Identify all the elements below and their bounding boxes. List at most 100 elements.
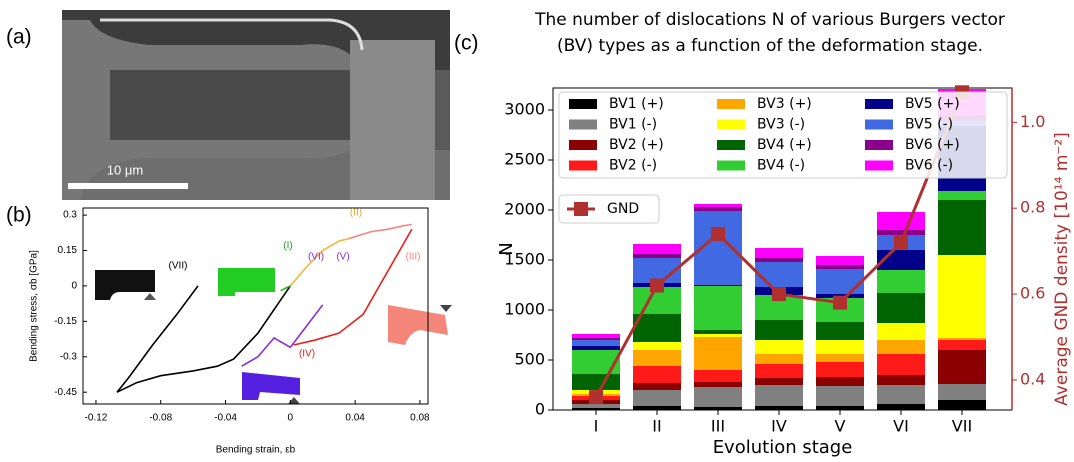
sample-icons (95, 268, 452, 404)
bar-segment (816, 256, 864, 265)
bar-segment (755, 258, 803, 262)
legend-swatch (717, 160, 745, 171)
bar-segment (938, 340, 986, 350)
bar-segment (694, 337, 742, 370)
bar-segment (755, 354, 803, 364)
bar-segment (694, 382, 742, 387)
legend-swatch (717, 140, 745, 150)
annotation: (V) (336, 252, 349, 263)
image-pillar (350, 40, 435, 200)
annotation: (VII) (169, 261, 188, 272)
x-axis-label: Bending strain, εb (216, 445, 296, 456)
y-tick-label: 2500 (504, 150, 545, 169)
bar-segment (572, 338, 620, 340)
bar-segment (816, 377, 864, 386)
y2-tick-label: 0.4 (1020, 369, 1045, 388)
x-tick-label: IV (771, 417, 787, 436)
bar-segment (877, 354, 925, 375)
legend-label: BV5 (-) (905, 117, 953, 133)
bar-segment (938, 200, 986, 255)
x-tick-label: 0.08 (410, 413, 430, 424)
bar-segment (694, 407, 742, 410)
legend-swatch (717, 99, 745, 109)
bar-segment (633, 314, 681, 342)
bar-segment (694, 387, 742, 407)
bar-segment (694, 204, 742, 207)
y-tick-label: 2000 (504, 200, 545, 219)
bar-segment (877, 404, 925, 410)
bar-segment (694, 207, 742, 211)
gnd-marker (833, 295, 847, 310)
legend-label: BV1 (+) (609, 96, 664, 112)
bar-segment (938, 255, 986, 338)
bar-segment (633, 244, 681, 254)
legend-swatch (569, 119, 597, 130)
annotation: (I) (283, 241, 292, 252)
legend-label: BV2 (-) (609, 158, 657, 174)
curve (116, 285, 291, 393)
icon-arrow (288, 397, 300, 404)
y-axis-label: Bending stress, σb [GPa] (29, 250, 40, 362)
bar-segment (572, 374, 620, 390)
gnd-marker (711, 226, 725, 241)
bar-segment (755, 385, 803, 406)
x-tick-label: -0.04 (214, 413, 237, 424)
legend-label: BV3 (+) (757, 96, 812, 112)
bar-segment (572, 404, 620, 408)
sem-image: 10 μm (62, 10, 450, 200)
x-tick-label: 0.04 (345, 413, 365, 424)
legend-label: BV2 (+) (609, 137, 664, 153)
curve (241, 304, 324, 367)
curve (280, 285, 291, 292)
image-beam (110, 70, 360, 140)
bar-segment (877, 323, 925, 340)
x-tick-label: III (711, 417, 725, 436)
legend-swatch (569, 160, 597, 171)
bar-segment (572, 340, 620, 346)
bar-segment (816, 265, 864, 269)
legend-label: BV1 (-) (609, 117, 657, 133)
legend-label: BV4 (-) (757, 158, 805, 174)
bar-segment (633, 342, 681, 350)
x-tick-label: V (835, 417, 846, 436)
legend-label: BV6 (+) (905, 137, 960, 153)
icon (242, 372, 300, 400)
annotation: (VI) (308, 252, 324, 263)
bar-segment (694, 286, 742, 330)
bar-segment (694, 334, 742, 337)
x-axis-label: Evolution stage (713, 437, 853, 458)
chart-title: The number of dislocations N of various … (534, 10, 1005, 30)
y-tick-label: 500 (514, 350, 545, 369)
y-tick-label: 0.3 (63, 210, 77, 221)
x-tick-label: VI (893, 417, 909, 436)
bar-segment (877, 340, 925, 354)
x-tick-label: II (652, 417, 661, 436)
y-tick-label: 1000 (504, 300, 545, 319)
y-axis-label: N (496, 242, 517, 255)
panel-label: (a) (6, 26, 32, 49)
bar-segment (938, 338, 986, 340)
bar-segment (633, 350, 681, 366)
bar-segment (816, 354, 864, 362)
bar-segment (877, 230, 925, 235)
y-tick-label: 0 (71, 281, 77, 292)
legend-swatch (865, 119, 893, 130)
bar-segment (572, 408, 620, 410)
legend-swatch (865, 99, 893, 109)
bar-segment (755, 248, 803, 258)
annotation: (III) (406, 252, 421, 263)
legend-label: BV4 (+) (757, 137, 812, 153)
bar-segment (938, 384, 986, 400)
bar-segment (816, 386, 864, 406)
x-tick-label: -0.12 (85, 413, 108, 424)
y-tick-label: 0 (535, 400, 545, 419)
bar-segment (572, 346, 620, 350)
bar-segment (694, 330, 742, 334)
bar-segment (633, 406, 681, 410)
bar-segment (694, 285, 742, 286)
icon-arrow (440, 305, 452, 312)
bar-segment (633, 366, 681, 383)
legend-label: GND (607, 201, 639, 217)
icon (388, 305, 448, 345)
